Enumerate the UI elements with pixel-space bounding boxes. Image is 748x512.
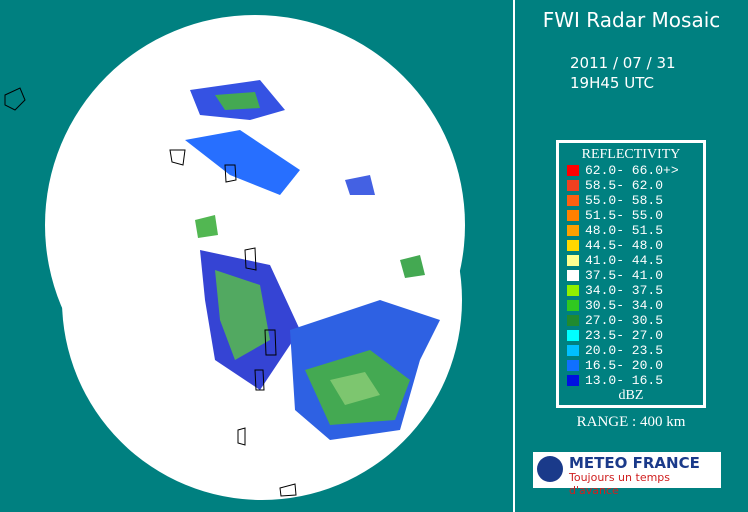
legend-item: 34.0- 37.5 [567,283,703,298]
legend-title: REFLECTIVITY [581,147,681,162]
legend-item: 51.5- 55.0 [567,208,703,223]
legend-label: 41.0- 44.5 [585,253,664,268]
legend-swatch [567,165,579,176]
legend-item: 23.5- 27.0 [567,328,703,343]
legend-label: 34.0- 37.5 [585,283,664,298]
coastlines [4,87,297,497]
legend-label: 27.0- 30.5 [585,313,664,328]
legend-box: REFLECTIVITY 62.0- 66.0+> 58.5- 62.0 55.0-… [556,140,706,408]
legend-item: 16.5- 20.0 [567,358,703,373]
legend-item: 58.5- 62.0 [567,178,703,193]
logo-icon [537,456,563,482]
title: FWI Radar Mosaic [542,8,721,32]
legend-label: 20.0- 23.5 [585,343,664,358]
legend-item: 44.5- 48.0 [567,238,703,253]
time: 19H45 UTC [570,74,654,92]
logo-slogan: Toujours un temps d'avance [569,471,671,497]
legend-label: 55.0- 58.5 [585,193,664,208]
legend-label: 13.0- 16.5 [585,373,664,388]
legend-swatch [567,300,579,311]
legend-label: 30.5- 34.0 [585,298,664,313]
legend-label: 51.5- 55.0 [585,208,664,223]
legend-items: 62.0- 66.0+> 58.5- 62.0 55.0- 58.5 51.5- 55… [559,163,703,388]
legend-label: 16.5- 20.0 [585,358,664,373]
date: 2011 / 07 / 31 [570,54,676,72]
legend-unit: dBZ [618,388,644,403]
legend-label: 48.0- 51.5 [585,223,664,238]
legend-label: 37.5- 41.0 [585,268,664,283]
legend-swatch [567,285,579,296]
legend-item: 30.5- 34.0 [567,298,703,313]
legend-label: 58.5- 62.0 [585,178,664,193]
radar-map [4,15,465,500]
logo: METEO FRANCE Toujours un temps d'avance [533,452,721,497]
legend-label: 44.5- 48.0 [585,238,664,253]
legend-swatch [567,180,579,191]
legend-swatch [567,315,579,326]
legend-item: 62.0- 66.0+> [567,163,703,178]
legend-swatch [567,210,579,221]
legend-swatch [567,330,579,341]
legend-swatch [567,255,579,266]
range: RANGE : 400 km [576,414,686,430]
legend-label: 62.0- 66.0+> [585,163,679,178]
legend-swatch [567,345,579,356]
legend-swatch [567,240,579,251]
logo-name: METEO FRANCE [569,454,700,472]
legend-item: 13.0- 16.5 [567,373,703,388]
legend-swatch [567,375,579,386]
legend-item: 55.0- 58.5 [567,193,703,208]
legend-item: 48.0- 51.5 [567,223,703,238]
legend-item: 27.0- 30.5 [567,313,703,328]
echoes [185,80,440,440]
legend-label: 23.5- 27.0 [585,328,664,343]
legend-swatch [567,195,579,206]
legend-item: 37.5- 41.0 [567,268,703,283]
legend-item: 41.0- 44.5 [567,253,703,268]
legend-swatch [567,360,579,371]
divider [513,0,515,512]
legend-item: 20.0- 23.5 [567,343,703,358]
legend-swatch [567,225,579,236]
legend-swatch [567,270,579,281]
